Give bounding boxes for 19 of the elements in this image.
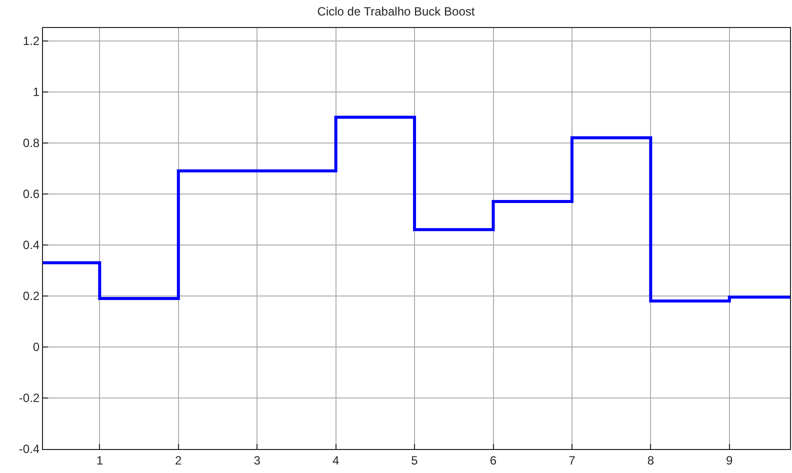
y-tick-label: 0.2 xyxy=(22,289,40,304)
x-tick-label: 6 xyxy=(490,453,497,468)
x-tick-label: 1 xyxy=(96,453,104,468)
y-tick-label: -0.4 xyxy=(18,442,40,456)
y-tick-label: 0.8 xyxy=(22,136,40,150)
y-tick-label: 1.2 xyxy=(22,34,40,48)
x-tick-label: 2 xyxy=(175,453,182,468)
x-tick-label: 7 xyxy=(568,453,576,468)
x-tick-label: 8 xyxy=(647,453,654,468)
x-tick-label: 3 xyxy=(254,453,261,468)
x-tick-label: 9 xyxy=(726,453,734,468)
y-tick-label: 0.6 xyxy=(22,187,40,202)
y-tick-label: 0 xyxy=(32,340,40,354)
x-tick-label: 5 xyxy=(411,453,418,468)
y-tick-label: 0.4 xyxy=(22,238,40,252)
chart-title: Ciclo de Trabalho Buck Boost xyxy=(317,4,476,18)
x-tick-label: 4 xyxy=(332,453,340,468)
y-tick-label: -0.2 xyxy=(18,391,40,406)
y-tick-label: 1 xyxy=(32,84,40,99)
